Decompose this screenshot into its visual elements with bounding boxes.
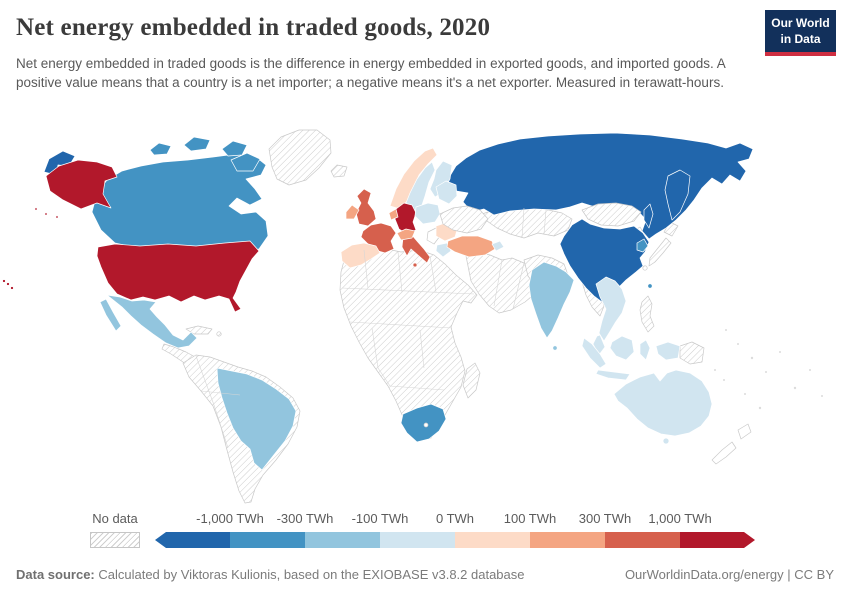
region-united-kingdom[interactable] <box>355 188 377 227</box>
region-cuba[interactable] <box>185 325 213 335</box>
world-map-container <box>0 122 850 510</box>
no-data-overlays <box>439 202 642 234</box>
legend-no-data-swatch[interactable] <box>90 532 140 548</box>
data-regions <box>2 132 754 471</box>
region-hawaii-3[interactable] <box>10 286 14 290</box>
region-iceland[interactable] <box>330 164 348 178</box>
region-ukraine[interactable] <box>439 205 489 234</box>
region-baffin-island[interactable] <box>230 152 261 172</box>
region-south-korea[interactable] <box>636 238 649 253</box>
region-indochina[interactable] <box>595 276 627 342</box>
legend-segment-6[interactable] <box>605 532 680 548</box>
region-west-papua[interactable] <box>655 341 681 361</box>
region-aleutians-2[interactable] <box>44 212 48 216</box>
owid-logo[interactable]: Our World in Data <box>765 10 836 57</box>
region-new-zealand-north[interactable] <box>737 423 752 440</box>
legend-color-bar <box>155 532 755 548</box>
region-taiwan[interactable] <box>647 283 653 289</box>
region-kamchatka[interactable] <box>664 169 691 221</box>
region-sicily[interactable] <box>412 262 418 268</box>
region-papua-new-guinea[interactable] <box>679 341 705 365</box>
region-madagascar[interactable] <box>462 362 481 399</box>
region-canada-island-2[interactable] <box>183 136 211 152</box>
region-sumatra[interactable] <box>581 337 607 369</box>
footer-link[interactable]: OurWorldinData.org/energy | CC BY <box>624 567 834 582</box>
legend-tick-label: -100 TWh <box>351 511 409 526</box>
region-iberia[interactable] <box>340 242 381 269</box>
legend-segment-5[interactable] <box>530 532 605 548</box>
legend-segment-3[interactable] <box>380 532 455 548</box>
region-canada-island-3[interactable] <box>221 140 248 157</box>
region-philippines[interactable] <box>639 295 655 333</box>
region-china[interactable] <box>559 218 650 303</box>
region-sri-lanka[interactable] <box>552 345 558 351</box>
legend-segment-4[interactable] <box>455 532 530 548</box>
region-sulawesi[interactable] <box>639 339 651 361</box>
owid-logo-line2: in Data <box>780 31 821 46</box>
region-south-africa[interactable] <box>400 403 447 443</box>
region-new-zealand-south[interactable] <box>711 441 737 465</box>
region-india[interactable] <box>528 261 575 339</box>
region-aleutians-1[interactable] <box>34 207 38 211</box>
region-caucasus[interactable] <box>491 240 505 252</box>
region-borneo[interactable] <box>609 335 635 361</box>
world-map <box>2 129 823 504</box>
region-canada-island-1[interactable] <box>149 142 172 156</box>
region-baja-california[interactable] <box>99 298 122 332</box>
legend-tick-label: 0 TWh <box>435 511 475 526</box>
legend-no-data-label: No data <box>92 511 138 526</box>
footer-source-label: Data source: <box>16 567 95 582</box>
region-japan-honshu[interactable] <box>648 237 672 267</box>
footer: Data source: Calculated by Viktoras Kuli… <box>16 567 834 582</box>
region-tasmania[interactable] <box>662 437 670 445</box>
legend-segment-0[interactable] <box>155 532 230 548</box>
legend-tick-label: 100 TWh <box>503 511 557 526</box>
region-benelux[interactable] <box>388 208 399 221</box>
region-united-states[interactable] <box>96 240 260 313</box>
legend-segment-2[interactable] <box>305 532 380 548</box>
region-australia[interactable] <box>613 369 713 437</box>
region-mongolia[interactable] <box>581 202 642 227</box>
legend-ticks: -1,000 TWh -300 TWh -100 TWh 0 TWh 100 TWh 30… <box>155 511 755 529</box>
region-java[interactable] <box>595 369 631 381</box>
pacific-islands <box>714 329 823 410</box>
footer-source: Data source: Calculated by Viktoras Kuli… <box>16 567 525 582</box>
interior-borders <box>195 207 547 449</box>
region-alaska[interactable] <box>45 159 118 210</box>
legend-tick-label: -1,000 TWh <box>196 511 264 526</box>
region-italy[interactable] <box>401 233 431 264</box>
region-brazil[interactable] <box>216 367 297 471</box>
region-sakhalin[interactable] <box>643 203 654 229</box>
region-germany[interactable] <box>394 202 417 235</box>
chart-subtitle: Net energy embedded in traded goods is t… <box>16 56 725 91</box>
owid-logo-box: Our World in Data <box>765 10 836 53</box>
footer-source-text: Calculated by Viktoras Kulionis, based o… <box>94 567 525 582</box>
region-aleutians-3[interactable] <box>55 215 59 219</box>
region-lesotho[interactable] <box>423 422 429 428</box>
region-alpine[interactable] <box>396 228 416 241</box>
region-japan-hokkaido[interactable] <box>663 221 679 237</box>
region-poland-czechia[interactable] <box>414 202 441 225</box>
region-hawaii-2[interactable] <box>6 282 10 286</box>
region-mexico[interactable] <box>106 294 198 349</box>
page-title: Net energy embedded in traded goods, 202… <box>16 14 491 41</box>
region-france[interactable] <box>360 222 397 254</box>
region-hispaniola[interactable] <box>216 331 222 337</box>
legend-tick-label: 1,000 TWh <box>648 511 712 526</box>
region-africa[interactable] <box>339 247 478 442</box>
region-baltics-belarus[interactable] <box>435 180 458 205</box>
region-ireland[interactable] <box>345 204 360 220</box>
legend-tick-label: -300 TWh <box>276 511 334 526</box>
owid-logo-line1: Our World <box>771 16 830 30</box>
legend-segment-7[interactable] <box>680 532 755 548</box>
region-japan-kyushu[interactable] <box>642 265 648 271</box>
region-turkey[interactable] <box>446 235 496 258</box>
legend-segment-1[interactable] <box>230 532 305 548</box>
region-greenland[interactable] <box>268 129 332 186</box>
region-hawaii-1[interactable] <box>2 279 6 283</box>
owid-logo-accent-bar <box>765 52 836 57</box>
legend-tick-label: 300 TWh <box>578 511 632 526</box>
